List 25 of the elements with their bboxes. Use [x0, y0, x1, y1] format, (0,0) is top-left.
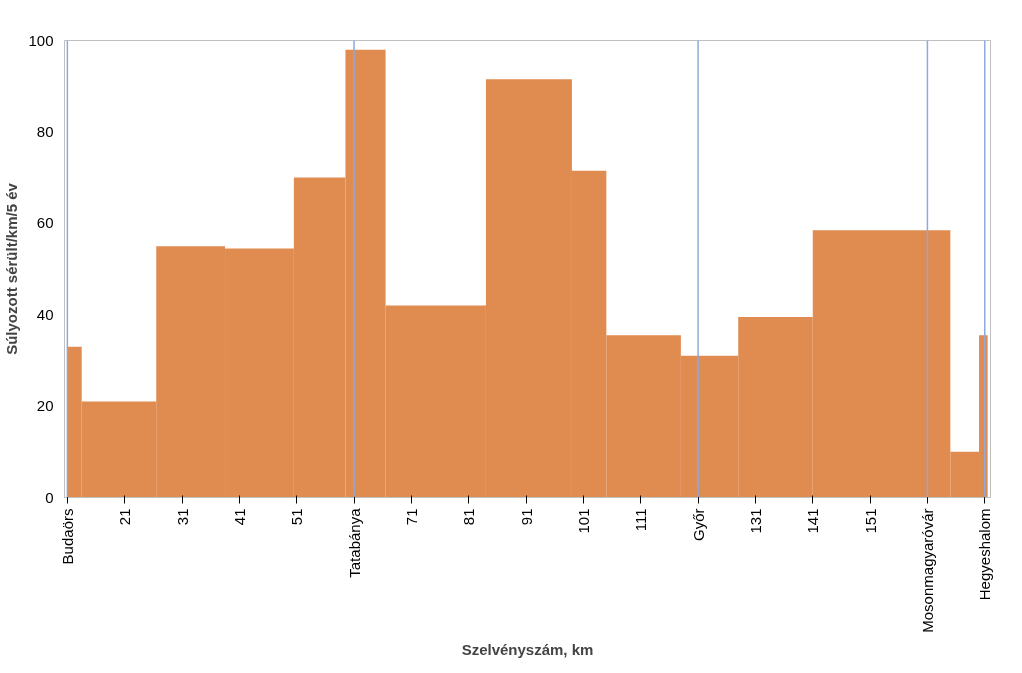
x-tick-label: 21 — [116, 508, 134, 526]
y-axis-title: Súlyozott sérült/km/5 év — [3, 182, 21, 355]
x-tick-label: 71 — [402, 508, 420, 526]
x-tick-label: 91 — [517, 508, 535, 526]
y-tick-label: 100 — [28, 31, 54, 49]
x-tick-label: 101 — [574, 508, 592, 534]
x-tick-label: Tatabánya — [345, 507, 363, 578]
y-tick-label: 20 — [36, 397, 54, 415]
y-tick-label: 0 — [45, 488, 54, 506]
x-tick-label: 111 — [632, 508, 650, 532]
x-tick-label: 31 — [173, 508, 191, 526]
x-tick-label: 141 — [804, 508, 822, 534]
x-tick-label: 51 — [288, 508, 306, 526]
y-tick-label: 80 — [36, 122, 54, 140]
x-tick-label: Győr — [689, 508, 707, 541]
x-tick-label: Budaörs — [58, 508, 76, 565]
x-tick-label: Mosonmagyaróvár — [918, 508, 936, 633]
x-tick-label: 151 — [861, 508, 879, 534]
x-tick-label: 81 — [460, 508, 478, 526]
x-tick-label: 41 — [230, 508, 248, 526]
y-tick-label: 60 — [36, 214, 54, 232]
y-tick-label: 40 — [36, 305, 54, 323]
x-axis-title: Szelvényszám, km — [461, 640, 594, 658]
x-tick-label: Hegyeshalom — [976, 508, 994, 601]
x-tick-label: 131 — [746, 508, 764, 534]
